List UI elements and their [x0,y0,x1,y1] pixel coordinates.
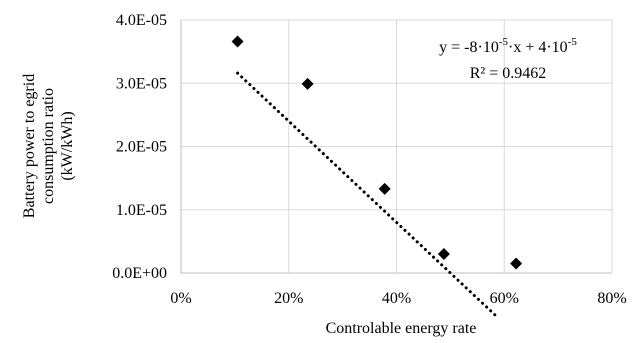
y-tick-label: 0.0E+00 [112,265,167,282]
y-axis-label-line-3: (kW/kWh) [59,111,76,180]
data-point [510,257,523,270]
x-tick-label: 60% [490,290,519,307]
y-axis-label-line-2: consumption ratio [40,88,57,204]
data-point [378,182,391,195]
x-tick-label: 20% [274,290,303,307]
data-point [437,248,450,261]
y-tick-label: 3.0E-05 [116,75,167,92]
trendline [236,71,497,317]
x-axis-label: Controlable energy rate [326,320,477,337]
r-squared-label: R² = 0.9462 [470,65,547,82]
y-axis-label: Battery power to egrid consumption ratio… [21,74,76,218]
trendline-equation: y = -8·10-5·x + 4·10-5 [439,36,577,56]
trendline-group [236,71,497,317]
y-tick-label: 2.0E-05 [116,139,167,156]
y-tick-label: 1.0E-05 [116,202,167,219]
x-tick-label: 40% [382,290,411,307]
data-points [231,35,523,270]
x-tick-label: 0% [170,290,191,307]
data-point [301,77,314,90]
y-axis-label-line-1: Battery power to egrid [21,74,38,218]
gridlines [181,19,613,273]
y-tick-label: 4.0E-05 [116,12,167,29]
axes [180,20,612,274]
x-tick-label: 80% [597,290,626,307]
tick-labels: 0% 20% 40% 60% 80% 0.0E+00 1.0E-05 2.0E-05 3.0E-… [112,12,626,307]
data-point [231,35,244,48]
